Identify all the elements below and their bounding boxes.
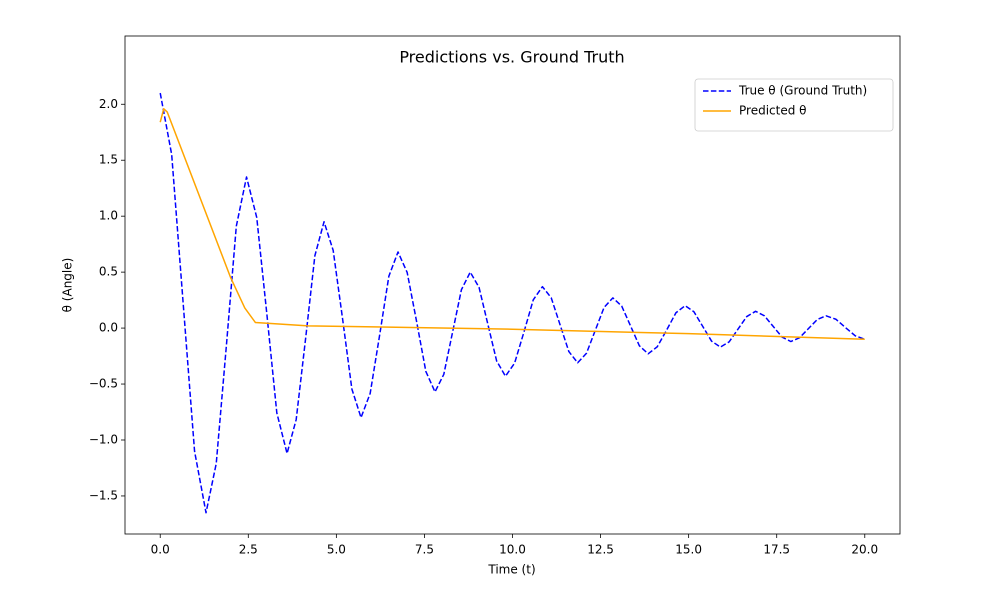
legend-label: True θ (Ground Truth): [738, 84, 867, 98]
x-axis-label: Time (t): [487, 563, 535, 577]
y-tick-label: 0.0: [99, 321, 118, 335]
y-axis-label: θ (Angle): [61, 258, 75, 313]
y-tick-label: 1.5: [99, 153, 118, 167]
legend: True θ (Ground Truth) Predicted θ: [694, 78, 894, 132]
plot-frame: [124, 35, 901, 535]
y-tick-label: 0.5: [99, 265, 118, 279]
y-tick-label: −0.5: [89, 377, 118, 391]
x-tick-label: 0.0: [151, 543, 170, 557]
x-tick-label: 2.5: [239, 543, 258, 557]
x-tick-label: 10.0: [499, 543, 526, 557]
y-tick-label: −1.5: [89, 488, 118, 502]
y-tick-label: −1.0: [89, 432, 118, 446]
x-tick-label: 5.0: [327, 543, 346, 557]
data-line: [159, 107, 865, 341]
x-tick-label: 15.0: [675, 543, 702, 557]
x-tick-label: 20.0: [851, 543, 878, 557]
y-tick-label: 1.0: [99, 209, 118, 223]
chart-title: Predictions vs. Ground Truth: [399, 48, 624, 67]
x-tick-label: 12.5: [587, 543, 614, 557]
x-tick-label: 17.5: [763, 543, 790, 557]
data-line: [159, 92, 866, 514]
y-tick-label: 2.0: [99, 97, 118, 111]
x-tick-label: 7.5: [415, 543, 434, 557]
legend-label: Predicted θ: [739, 104, 807, 118]
legend-box: [694, 78, 894, 132]
